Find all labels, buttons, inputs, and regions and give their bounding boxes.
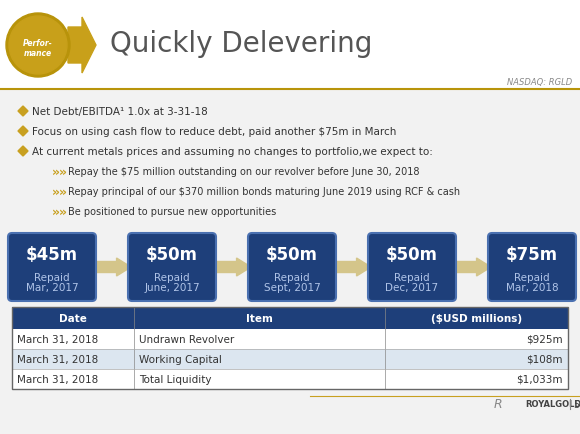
FancyBboxPatch shape xyxy=(12,349,568,369)
FancyBboxPatch shape xyxy=(8,233,96,301)
Text: Repaid: Repaid xyxy=(34,273,70,283)
Polygon shape xyxy=(68,18,96,74)
Polygon shape xyxy=(453,258,491,276)
Polygon shape xyxy=(333,258,371,276)
Text: $45m: $45m xyxy=(26,246,78,263)
Text: Net Debt/EBITDA¹ 1.0x at 3-31-18: Net Debt/EBITDA¹ 1.0x at 3-31-18 xyxy=(32,107,208,117)
FancyBboxPatch shape xyxy=(12,329,568,349)
Text: ($USD millions): ($USD millions) xyxy=(431,313,522,323)
Text: Item: Item xyxy=(246,313,273,323)
FancyBboxPatch shape xyxy=(0,0,580,90)
Text: June, 2017: June, 2017 xyxy=(144,283,200,293)
Text: Undrawn Revolver: Undrawn Revolver xyxy=(139,334,234,344)
Text: March 31, 2018: March 31, 2018 xyxy=(17,374,98,384)
Polygon shape xyxy=(18,147,28,157)
Text: 5: 5 xyxy=(573,399,579,409)
Text: Mar, 2017: Mar, 2017 xyxy=(26,283,78,293)
FancyBboxPatch shape xyxy=(488,233,576,301)
Text: Total Liquidity: Total Liquidity xyxy=(139,374,212,384)
Text: Sept, 2017: Sept, 2017 xyxy=(264,283,320,293)
Text: mance: mance xyxy=(24,48,52,57)
Text: $50m: $50m xyxy=(386,246,438,263)
Text: $925m: $925m xyxy=(527,334,563,344)
Text: March 31, 2018: March 31, 2018 xyxy=(17,334,98,344)
Text: At current metals prices and assuming no changes to portfolio,we expect to:: At current metals prices and assuming no… xyxy=(32,147,433,157)
Text: »»: »» xyxy=(52,185,68,198)
Text: ROYALGOLD,INC: ROYALGOLD,INC xyxy=(525,400,580,408)
Polygon shape xyxy=(93,258,131,276)
Text: Perfor-: Perfor- xyxy=(23,39,53,47)
Text: Working Capital: Working Capital xyxy=(139,354,222,364)
Text: NASDAQ: RGLD: NASDAQ: RGLD xyxy=(507,77,572,86)
Text: $108m: $108m xyxy=(527,354,563,364)
Polygon shape xyxy=(213,258,251,276)
Text: $50m: $50m xyxy=(266,246,318,263)
Text: $1,033m: $1,033m xyxy=(517,374,563,384)
Text: $50m: $50m xyxy=(146,246,198,263)
Text: Repaid: Repaid xyxy=(514,273,550,283)
Text: Repay the $75 million outstanding on our revolver before June 30, 2018: Repay the $75 million outstanding on our… xyxy=(68,167,419,177)
Circle shape xyxy=(9,17,67,75)
Text: Repaid: Repaid xyxy=(394,273,430,283)
Text: »»: »» xyxy=(52,165,68,178)
Polygon shape xyxy=(18,107,28,117)
Circle shape xyxy=(6,14,70,78)
FancyBboxPatch shape xyxy=(368,233,456,301)
Text: R: R xyxy=(494,398,502,411)
Text: Repay principal of our $370 million bonds maturing June 2019 using RCF & cash: Repay principal of our $370 million bond… xyxy=(68,187,460,197)
Text: Quickly Delevering: Quickly Delevering xyxy=(110,30,372,58)
Text: Date: Date xyxy=(59,313,87,323)
Text: Mar, 2018: Mar, 2018 xyxy=(506,283,559,293)
Text: Repaid: Repaid xyxy=(274,273,310,283)
Text: Dec, 2017: Dec, 2017 xyxy=(386,283,438,293)
FancyBboxPatch shape xyxy=(12,307,568,329)
Text: $75m: $75m xyxy=(506,246,558,263)
FancyBboxPatch shape xyxy=(248,233,336,301)
Text: »»: »» xyxy=(52,205,68,218)
Text: Be positioned to pursue new opportunities: Be positioned to pursue new opportunitie… xyxy=(68,207,276,217)
Text: Focus on using cash flow to reduce debt, paid another $75m in March: Focus on using cash flow to reduce debt,… xyxy=(32,127,396,137)
Text: Repaid: Repaid xyxy=(154,273,190,283)
Text: March 31, 2018: March 31, 2018 xyxy=(17,354,98,364)
FancyBboxPatch shape xyxy=(12,369,568,389)
Polygon shape xyxy=(18,127,28,137)
FancyBboxPatch shape xyxy=(128,233,216,301)
